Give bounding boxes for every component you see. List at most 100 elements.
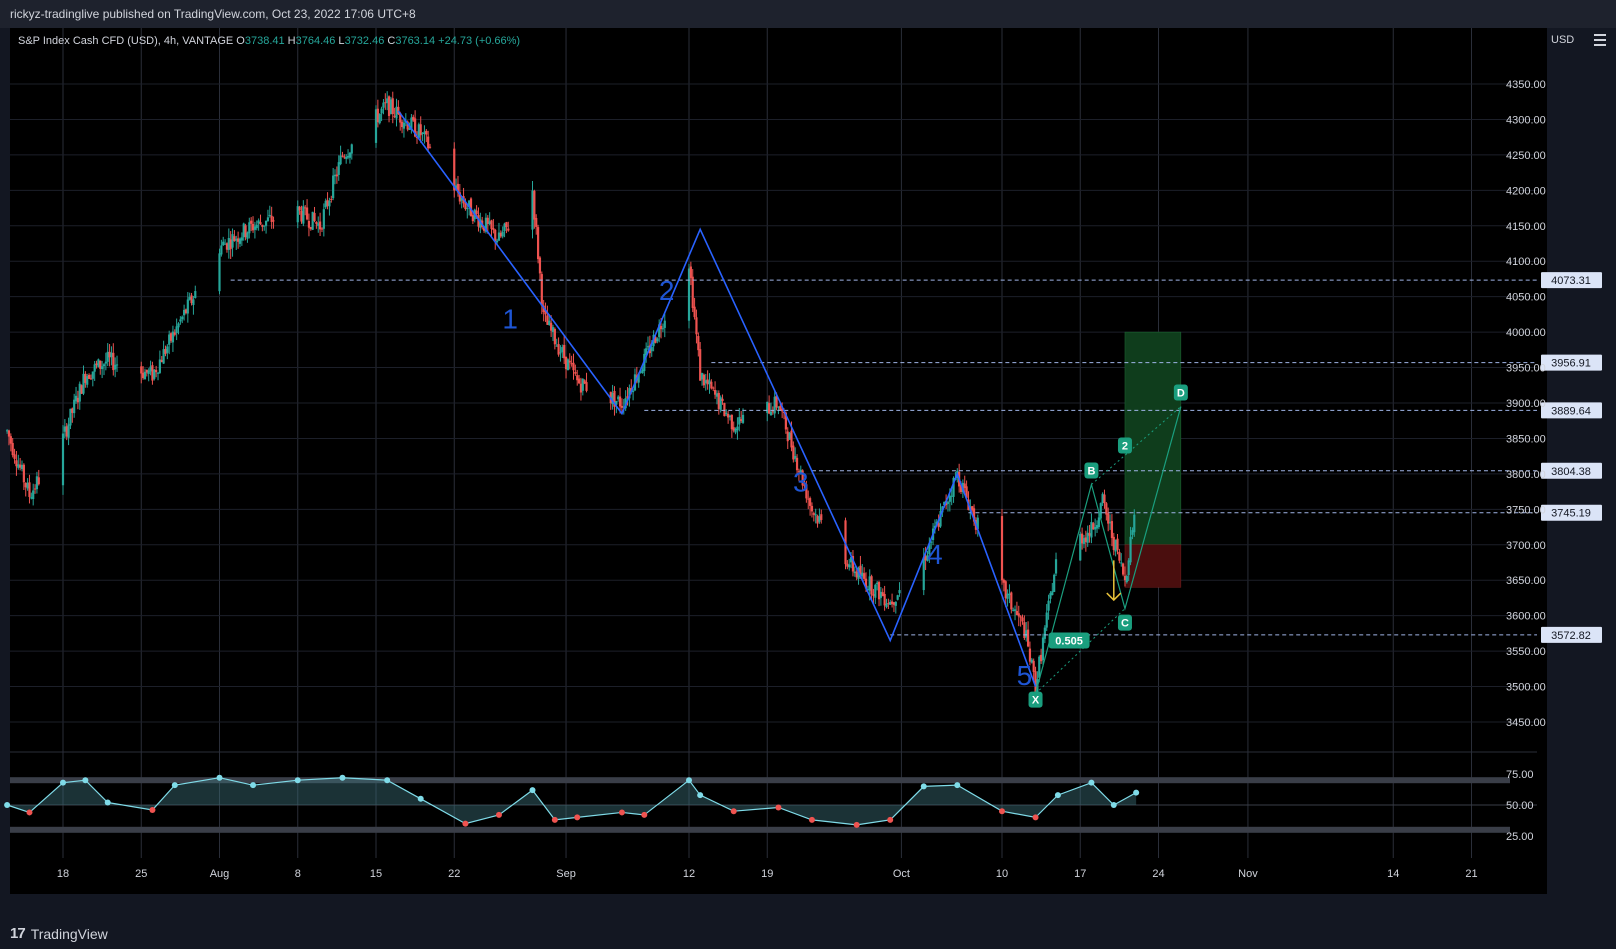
candle-down — [99, 360, 102, 375]
candle-down — [233, 230, 236, 242]
candle-body — [695, 317, 698, 335]
candle-body — [896, 595, 899, 600]
candle-body — [1133, 514, 1136, 533]
candle-up — [738, 407, 741, 432]
candle-body — [786, 431, 789, 442]
price-tick-label: 4100.00 — [1506, 256, 1546, 268]
candle-body — [106, 351, 109, 362]
price-tick-label: 3800.00 — [1506, 469, 1546, 481]
candle-body — [380, 108, 383, 114]
candle-down — [1028, 641, 1032, 666]
candle-body — [1101, 493, 1104, 504]
candle-body — [376, 108, 379, 123]
price-tick-label: 3550.00 — [1506, 646, 1546, 658]
candle-body — [223, 243, 227, 245]
candle-body — [788, 432, 791, 440]
tradingview-brand[interactable]: 17 TradingView — [10, 925, 108, 942]
pattern-ratio-box — [1048, 632, 1090, 649]
candle-up — [257, 218, 260, 231]
candle-body — [222, 241, 225, 246]
candle-down — [341, 151, 344, 158]
candle-body — [689, 266, 692, 278]
osc-point — [887, 816, 894, 823]
candle-body — [741, 414, 745, 423]
legend-high-value: 3764.46 — [295, 35, 336, 47]
osc-point — [574, 814, 581, 821]
candle-body — [87, 374, 91, 379]
candle-body — [80, 385, 83, 394]
candle-up — [501, 226, 504, 239]
candle-body — [874, 584, 877, 598]
candle-body — [1107, 513, 1110, 524]
chart-area[interactable] — [10, 28, 1547, 894]
osc-point — [104, 799, 111, 806]
osc-point — [730, 808, 737, 815]
candle-body — [1028, 648, 1032, 662]
candle-body — [496, 240, 499, 243]
candle-down — [425, 129, 428, 143]
candle-body — [1013, 609, 1017, 611]
time-tick-label: 25 — [135, 868, 147, 880]
candle-body — [866, 589, 869, 591]
candle-body — [1092, 523, 1095, 530]
candle-down — [1081, 527, 1084, 550]
candle-body — [69, 408, 72, 426]
candle-down — [533, 189, 536, 229]
candle-body — [460, 197, 463, 201]
candle-body — [322, 209, 325, 229]
candle-down — [399, 111, 402, 131]
candle-body — [555, 345, 558, 347]
candle-up — [1041, 633, 1045, 667]
candle-body — [65, 426, 68, 437]
candle-down — [890, 593, 894, 608]
candle-down — [469, 197, 473, 217]
candle-body — [876, 582, 879, 585]
candle-body — [1006, 593, 1009, 599]
loss-zone — [1124, 544, 1182, 588]
price-tick-label: 4200.00 — [1506, 185, 1546, 197]
candle-down — [697, 332, 700, 357]
candle-up — [708, 373, 711, 394]
candle-down — [851, 550, 855, 577]
candle-body — [1026, 629, 1030, 647]
candle-body — [1127, 560, 1130, 575]
candle-up — [378, 113, 381, 125]
candle-body — [728, 415, 732, 418]
candle-body — [650, 347, 653, 352]
candle-body — [1030, 659, 1033, 663]
candle-up — [17, 454, 20, 470]
candle-body — [339, 155, 342, 165]
candle-down — [19, 457, 22, 471]
candle-body — [717, 392, 720, 409]
candle-body — [794, 456, 797, 459]
candle-down — [22, 463, 25, 491]
candle-up — [296, 200, 299, 229]
candle-up — [104, 352, 107, 371]
candle-down — [564, 356, 568, 379]
candle-down — [870, 574, 873, 601]
candle-body — [453, 148, 456, 191]
harmonic-xc-dotted — [1035, 608, 1126, 695]
candle-body — [725, 412, 728, 415]
brand-name: TradingView — [30, 925, 108, 942]
candle-up — [158, 350, 161, 374]
candle-body — [572, 362, 575, 371]
candle-body — [177, 323, 180, 328]
candle-body — [769, 411, 773, 416]
candle-body — [244, 225, 247, 238]
candle-body — [868, 576, 871, 591]
candle-up — [1013, 605, 1017, 621]
candle-up — [35, 471, 39, 494]
candle-up — [218, 248, 221, 295]
candle-body — [298, 206, 301, 211]
osc-point — [1054, 792, 1061, 799]
candle-up — [328, 197, 331, 216]
candle-down — [1017, 605, 1020, 627]
candle-up — [1082, 534, 1086, 549]
hamburger-menu-icon[interactable] — [1594, 34, 1606, 49]
osc-lower-band — [10, 826, 1510, 833]
candle-up — [930, 540, 933, 550]
candle-down — [1040, 648, 1043, 664]
horizontal-levels: 4073.31 3956.91 3889.64 3804.38 3745.19 3572.… — [230, 272, 1602, 643]
